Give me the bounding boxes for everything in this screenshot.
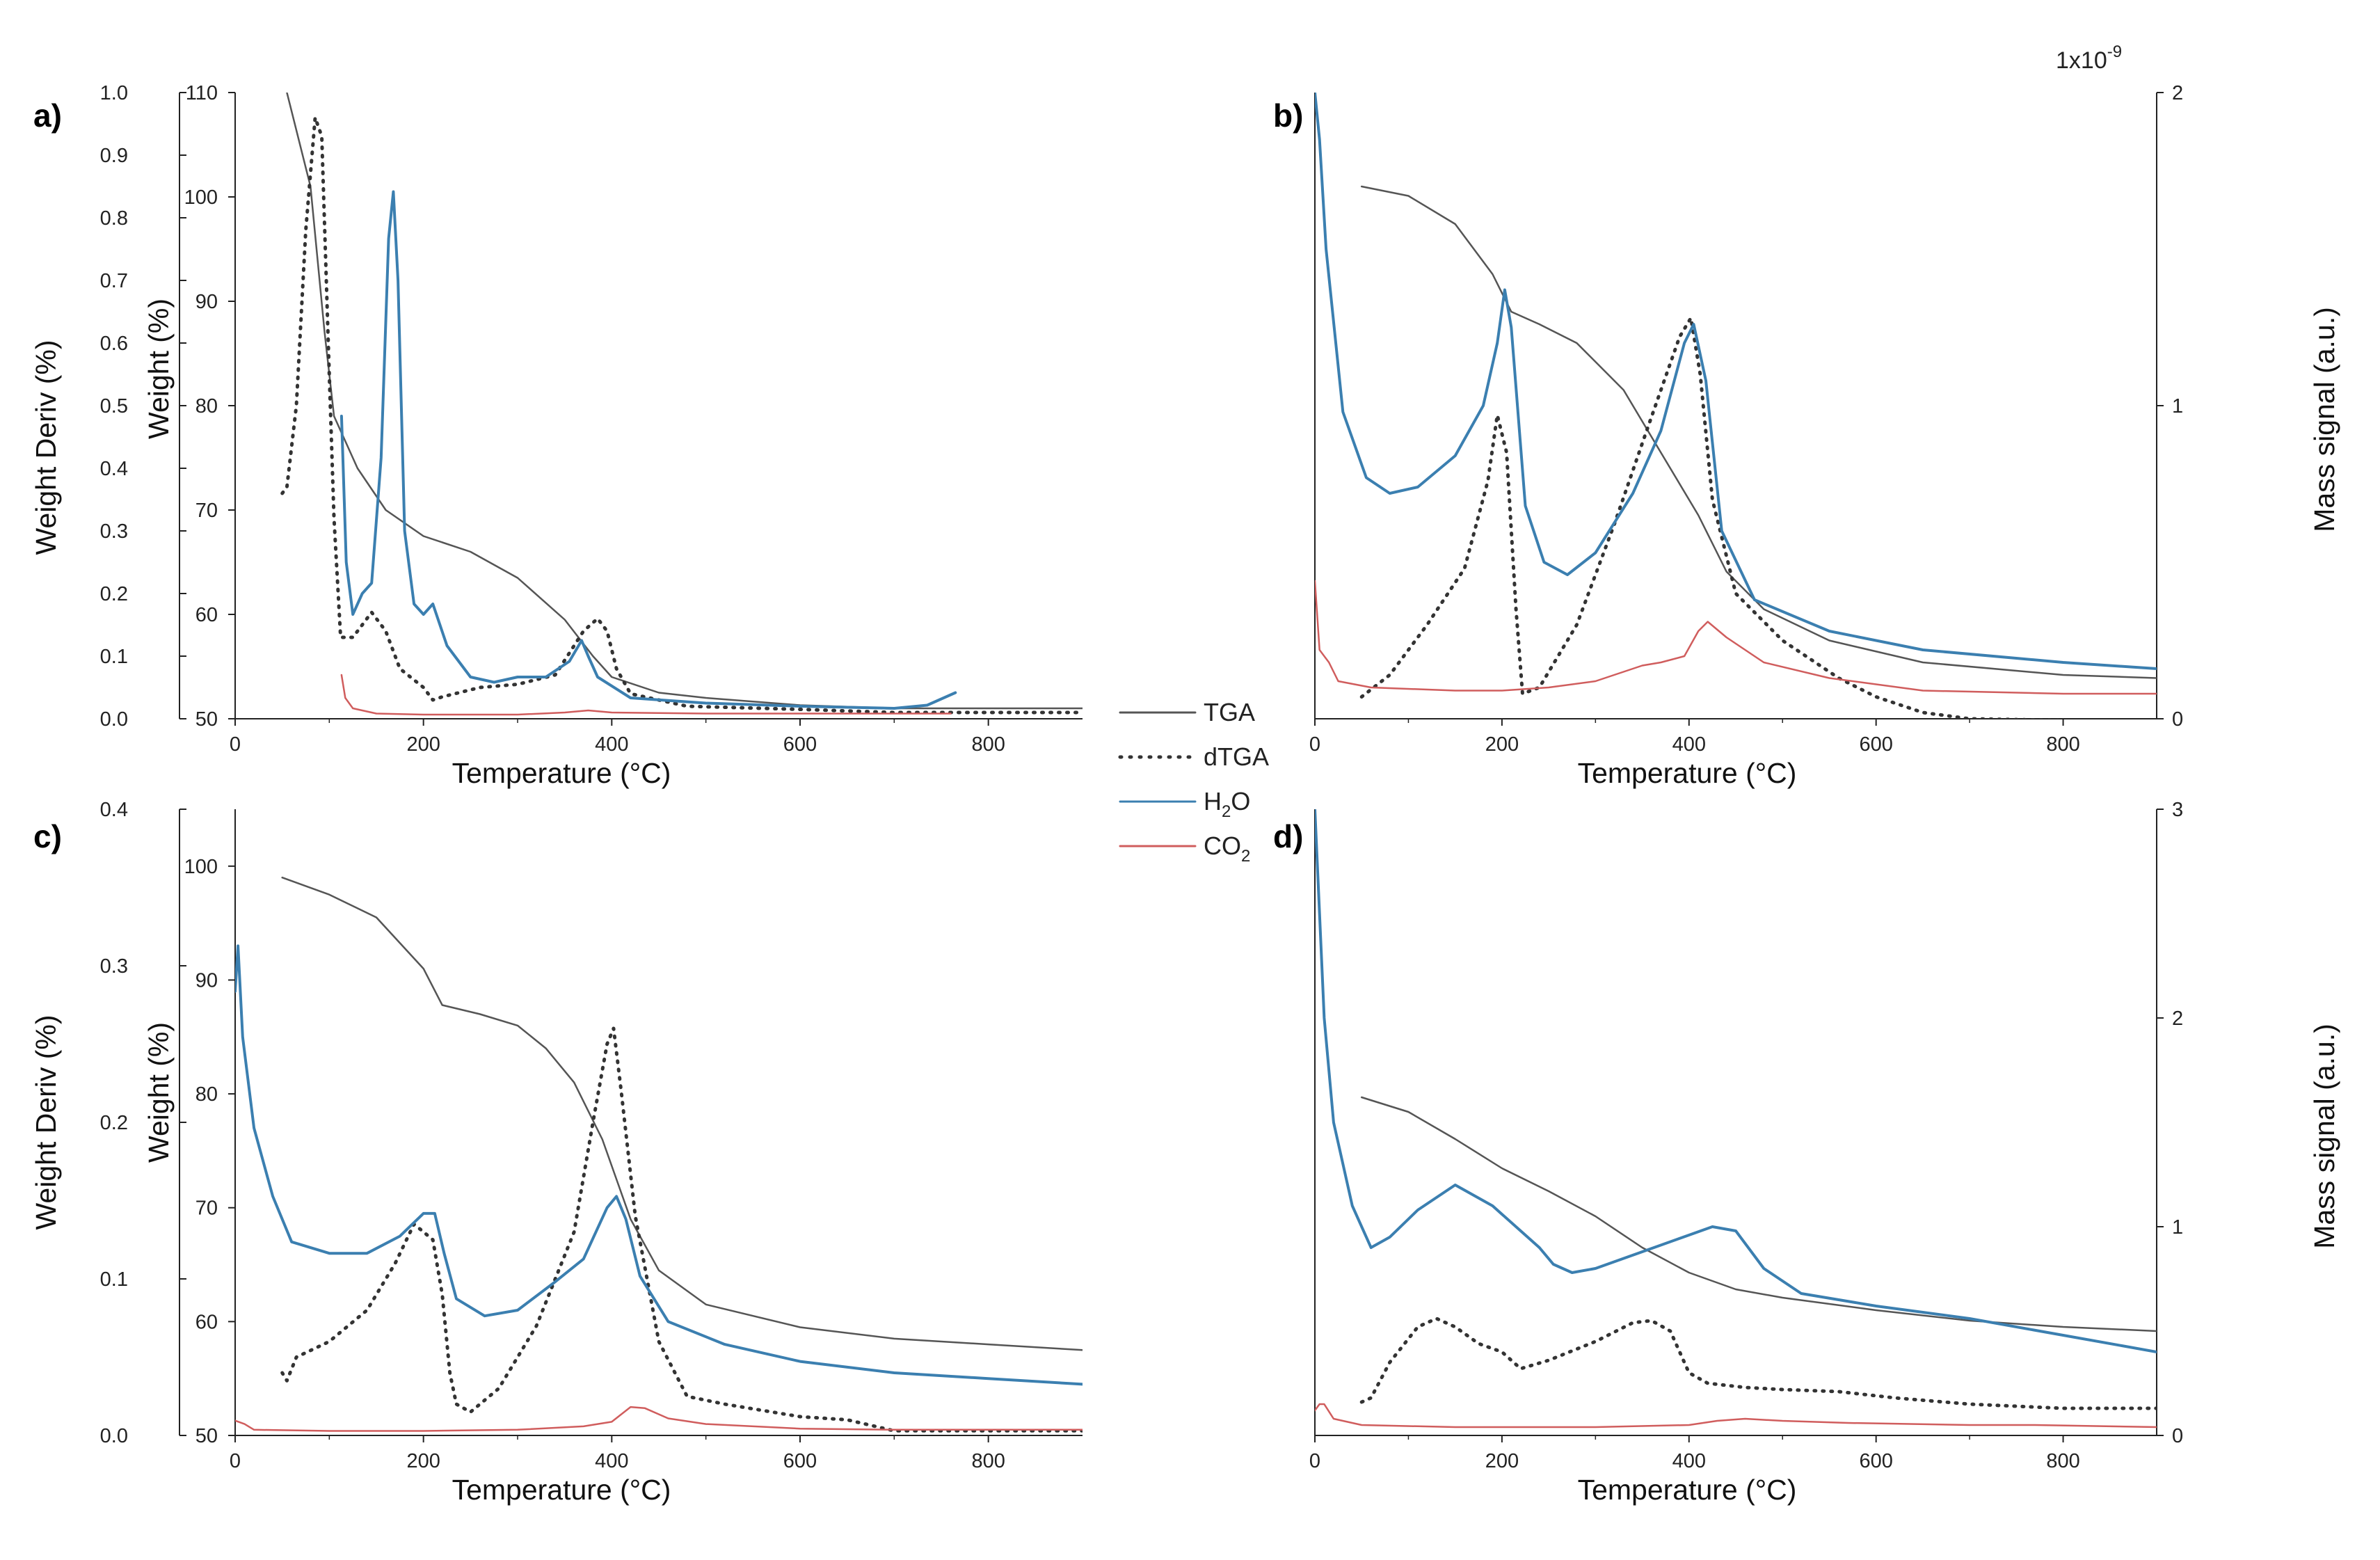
deriv-tick-label: 0.4 xyxy=(100,458,128,480)
series-co2-line xyxy=(1315,580,2157,695)
legend-label-h2o: H2O xyxy=(1204,787,1250,821)
weight-tick-label: 50 xyxy=(195,708,218,731)
deriv-tick-label: 0.2 xyxy=(100,1112,128,1134)
right-axis-label: Mass signal (a.u.) xyxy=(2308,1024,2340,1249)
panel-label: c) xyxy=(33,818,62,854)
weight-tick-label: 80 xyxy=(195,395,218,417)
weight-tick-label: 70 xyxy=(195,500,218,522)
x-tick-label: 800 xyxy=(971,733,1005,756)
x-tick-label: 600 xyxy=(1859,1450,1892,1472)
deriv-tick-label: 0.0 xyxy=(100,1425,128,1447)
series-co2-line xyxy=(1315,1403,2157,1428)
weight-tick-label: 100 xyxy=(184,186,218,209)
x-tick-label: 600 xyxy=(783,733,817,756)
deriv-tick-label: 1.0 xyxy=(100,82,128,104)
series-dtga-line xyxy=(1359,316,2074,719)
legend: TGA dTGA H2O CO2 xyxy=(1118,698,1269,866)
legend-label-co2: CO2 xyxy=(1204,831,1250,866)
x-tick-label: 0 xyxy=(1309,1450,1320,1472)
right-tick-label: 0 xyxy=(2172,708,2183,731)
weight-tick-label: 50 xyxy=(195,1425,218,1447)
panel-label: d) xyxy=(1273,818,1303,854)
deriv-tick-label: 0.2 xyxy=(100,583,128,605)
series-h2o-line xyxy=(235,944,1083,1386)
x-tick-label: 800 xyxy=(971,1450,1005,1472)
series-h2o-line xyxy=(340,190,957,710)
x-tick-label: 0 xyxy=(1309,733,1320,756)
deriv-tick-label: 0.9 xyxy=(100,145,128,167)
weight-tick-label: 60 xyxy=(195,604,218,626)
legend-label-dtga: dTGA xyxy=(1204,742,1269,771)
weight-tick-label: 90 xyxy=(195,969,218,992)
deriv-tick-label: 0.1 xyxy=(100,1268,128,1291)
x-tick-label: 200 xyxy=(406,1450,440,1472)
weight-tick-label: 110 xyxy=(186,82,218,104)
series-tga-line xyxy=(286,93,1083,710)
x-tick-label: 0 xyxy=(230,733,241,756)
x-tick-label: 400 xyxy=(1672,1450,1706,1472)
x-tick-label: 400 xyxy=(595,733,628,756)
x-axis-label: Temperature (°C) xyxy=(1578,1474,1797,1506)
legend-label-tga: TGA xyxy=(1204,698,1255,726)
panel-c: c) 0 200 400 600 800 Temperature (°C) 0.0 0.1 0.2… xyxy=(30,799,1083,1506)
x-axis-label: Temperature (°C) xyxy=(452,1474,671,1506)
deriv-tick-label: 0.5 xyxy=(100,395,128,417)
weight-axis-label: Weight (%) xyxy=(143,1022,175,1163)
deriv-tick-label: 0.1 xyxy=(100,646,128,668)
deriv-tick-label: 0.8 xyxy=(100,207,128,230)
right-tick-label: 0 xyxy=(2172,1425,2183,1447)
right-tick-label: 3 xyxy=(2172,799,2183,821)
series-dtga-line xyxy=(1359,1316,2157,1410)
right-tick-label: 1 xyxy=(2172,395,2183,417)
deriv-tick-label: 0.6 xyxy=(100,333,128,355)
x-axis-label: Temperature (°C) xyxy=(452,757,671,789)
panel-label: a) xyxy=(33,97,62,134)
weight-tick-label: 70 xyxy=(195,1197,218,1220)
series-co2-line xyxy=(340,674,952,716)
x-tick-label: 400 xyxy=(1672,733,1706,756)
right-tick-label: 2 xyxy=(2172,82,2183,104)
weight-tick-label: 100 xyxy=(184,856,218,878)
deriv-tick-label: 0.3 xyxy=(100,520,128,543)
panel-a: a) 0 200 400 600 800 Temperature (°C) 0.0 0.1 0.2… xyxy=(30,82,1083,789)
series-h2o-line xyxy=(1315,93,2157,670)
x-tick-label: 600 xyxy=(1859,733,1892,756)
series-tga-line xyxy=(1360,185,2157,679)
deriv-tick-label: 0.3 xyxy=(100,955,128,978)
deriv-axis-label: Weight Deriv (%) xyxy=(30,340,62,555)
x-tick-label: 800 xyxy=(2046,1450,2079,1472)
right-axis-label: Mass signal (a.u.) xyxy=(2308,307,2340,532)
deriv-axis-label: Weight Deriv (%) xyxy=(30,1014,62,1229)
series-tga-line xyxy=(1360,1096,2157,1332)
axis-multiplier: 1x10-9 xyxy=(2056,42,2122,74)
x-tick-label: 200 xyxy=(1485,733,1519,756)
weight-tick-label: 60 xyxy=(195,1311,218,1333)
series-dtga-line xyxy=(280,1026,1083,1433)
panel-b: b) 0 200 400 600 800 Temperature (°C) 0 1 2 Mass s… xyxy=(1273,42,2340,789)
weight-axis-label: Weight (%) xyxy=(143,299,175,439)
x-tick-label: 0 xyxy=(230,1450,241,1472)
deriv-tick-label: 0.4 xyxy=(100,799,128,821)
series-dtga-line xyxy=(280,116,1083,715)
panel-label: b) xyxy=(1273,97,1303,134)
series-co2-line xyxy=(235,1406,1083,1432)
panel-d: d) 0 200 400 600 800 Temperature (°C) 0 1 2 3 Mass … xyxy=(1273,799,2340,1506)
deriv-tick-label: 0.0 xyxy=(100,708,128,731)
x-tick-label: 200 xyxy=(406,733,440,756)
series-h2o-line xyxy=(1315,809,2157,1353)
series-tga-line xyxy=(281,876,1083,1351)
x-tick-label: 200 xyxy=(1485,1450,1519,1472)
deriv-tick-label: 0.7 xyxy=(100,270,128,292)
weight-tick-label: 80 xyxy=(195,1083,218,1106)
x-tick-label: 800 xyxy=(2046,733,2079,756)
x-axis-label: Temperature (°C) xyxy=(1578,757,1797,789)
x-tick-label: 400 xyxy=(595,1450,628,1472)
x-tick-label: 600 xyxy=(783,1450,817,1472)
right-tick-label: 2 xyxy=(2172,1008,2183,1030)
weight-tick-label: 90 xyxy=(195,291,218,313)
right-tick-label: 1 xyxy=(2172,1216,2183,1239)
